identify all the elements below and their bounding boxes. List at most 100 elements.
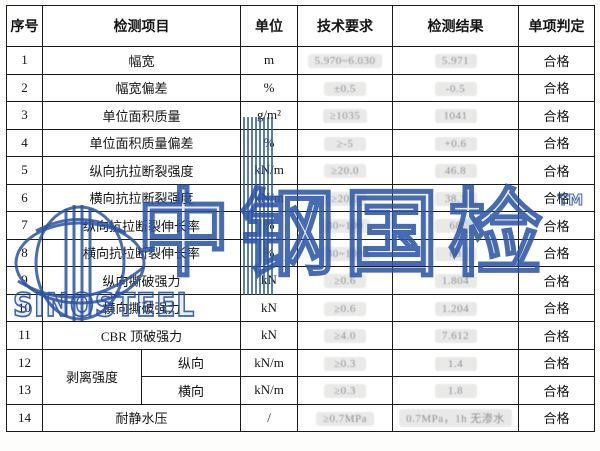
- cell-item: 单位面积质量偏差: [42, 128, 241, 157]
- cell-judgment: 合格: [518, 128, 595, 157]
- cell-requirement: ≥20.0: [297, 156, 393, 185]
- table-row: 10 横向撕破强力 kN ≥0.6 1.204 合格: [6, 293, 595, 322]
- cell-result: 1.8: [392, 376, 519, 405]
- blurred-value: 30~100: [319, 246, 371, 261]
- cell-unit: kN: [240, 266, 298, 295]
- cell-no: 3: [6, 101, 43, 130]
- blurred-value: ≥4.0: [324, 329, 366, 344]
- blurred-value: ≥0.3: [324, 384, 366, 399]
- cell-judgment: 合格: [518, 73, 595, 102]
- blurred-value: 5.971: [434, 54, 477, 69]
- cell-judgment: 合格: [518, 376, 595, 405]
- cell-unit: %: [240, 128, 298, 157]
- table-row: 7 纵向抗拉断裂伸长率 % 30~100 68 合格: [6, 211, 595, 240]
- header-item: 检测项目: [42, 5, 241, 47]
- blurred-value: 30~100: [319, 219, 371, 234]
- cell-unit: kN/m: [240, 183, 298, 212]
- cell-result: 68: [392, 238, 519, 267]
- cell-requirement: ≥-5: [297, 128, 393, 157]
- cell-unit: kN/m: [240, 156, 298, 185]
- cell-no: 11: [6, 321, 43, 350]
- header-requirement: 技术要求: [297, 5, 393, 47]
- cell-item: 单位面积质量: [42, 101, 241, 130]
- table-row: 8 横向抗拉断裂伸长率 % 30~100 68 合格: [6, 238, 595, 267]
- cell-item-sub: 横向: [141, 376, 241, 405]
- cell-result: 38.1: [392, 183, 519, 212]
- table-body: 1 幅宽 m 5.970~6.030 5.971 合格 2 幅宽偏差 % ±0.…: [6, 46, 595, 432]
- cell-result: 68: [392, 211, 519, 240]
- cell-result: -0.5: [392, 73, 519, 102]
- cell-result: 7.612: [392, 321, 519, 350]
- blurred-value: +0.6: [434, 136, 477, 151]
- cell-requirement: ≥20.0: [297, 183, 393, 212]
- blurred-value: 38.1: [434, 191, 477, 206]
- blurred-value: 0.7MPa，1h 无渗水: [399, 408, 512, 427]
- cell-judgment: 合格: [518, 101, 595, 130]
- cell-result: 1.804: [392, 266, 519, 295]
- table-row: 12 剥离强度 纵向 kN/m ≥0.3 1.4 合格: [6, 348, 595, 405]
- blurred-value: ±0.5: [324, 81, 366, 96]
- table-row: 9 纵向撕破强力 kN ≥0.6 1.804 合格: [6, 266, 595, 295]
- cell-no: 13: [6, 376, 43, 405]
- cell-no: 1: [6, 46, 43, 75]
- header-judgment: 单项判定: [518, 5, 595, 47]
- blurred-value: 1041: [434, 109, 477, 124]
- blurred-value: 7.612: [434, 329, 477, 344]
- cell-item-group: 剥离强度: [42, 348, 142, 405]
- blurred-value: 46.8: [434, 164, 477, 179]
- blurred-value: ≥1035: [322, 109, 368, 124]
- cell-no: 10: [6, 293, 43, 322]
- table-header: 序号 检测项目 单位 技术要求 检测结果 单项判定: [6, 5, 595, 47]
- cell-no: 9: [6, 266, 43, 295]
- blurred-value: ≥20.0: [324, 164, 366, 179]
- blurred-value: ≥20.0: [324, 191, 366, 206]
- cell-requirement: ≥4.0: [297, 321, 393, 350]
- cell-result: 46.8: [392, 156, 519, 185]
- cell-item: 耐静水压: [42, 403, 241, 432]
- cell-result: 1.204: [392, 293, 519, 322]
- cell-unit: kN: [240, 321, 298, 350]
- cell-judgment: 合格: [518, 403, 595, 432]
- cell-no: 6: [6, 183, 43, 212]
- blurred-value: 1.8: [434, 384, 477, 399]
- blurred-value: 1.4: [434, 356, 477, 371]
- cell-item: 幅宽: [42, 46, 241, 75]
- cell-unit: /: [240, 403, 298, 432]
- cell-judgment: 合格: [518, 293, 595, 322]
- blurred-value: -0.5: [434, 81, 477, 96]
- cell-judgment: 合格: [518, 183, 595, 212]
- table-row: 5 纵向抗拉断裂强度 kN/m ≥20.0 46.8 合格: [6, 156, 595, 185]
- blurred-value: ≥0.7MPa: [315, 411, 375, 426]
- header-no: 序号: [6, 5, 43, 47]
- cell-requirement: ≥0.3: [297, 376, 393, 405]
- table-row: 4 单位面积质量偏差 % ≥-5 +0.6 合格: [6, 128, 595, 157]
- cell-item: 幅宽偏差: [42, 73, 241, 102]
- cell-no: 5: [6, 156, 43, 185]
- cell-requirement: ±0.5: [297, 73, 393, 102]
- cell-result: 1041: [392, 101, 519, 130]
- cell-result: +0.6: [392, 128, 519, 157]
- cell-judgment: 合格: [518, 266, 595, 295]
- cell-item: CBR 顶破强力: [42, 321, 241, 350]
- cell-result: 0.7MPa，1h 无渗水: [392, 403, 519, 432]
- cell-no: 4: [6, 128, 43, 157]
- cell-unit: kN/m: [240, 348, 298, 377]
- cell-no: 14: [6, 403, 43, 432]
- cell-requirement: ≥0.7MPa: [297, 403, 393, 432]
- cell-no: 8: [6, 238, 43, 267]
- cell-item: 纵向抗拉断裂强度: [42, 156, 241, 185]
- cell-judgment: 合格: [518, 211, 595, 240]
- blurred-value: 5.970~6.030: [307, 54, 383, 69]
- blurred-value: ≥-5: [324, 136, 366, 151]
- header-result: 检测结果: [392, 5, 519, 47]
- table-row: 6 横向抗拉断裂强度 kN/m ≥20.0 38.1 合格: [6, 183, 595, 212]
- cell-requirement: ≥0.6: [297, 266, 393, 295]
- cell-unit: %: [240, 211, 298, 240]
- cell-item: 纵向撕破强力: [42, 266, 241, 295]
- table-row: 14 耐静水压 / ≥0.7MPa 0.7MPa，1h 无渗水 合格: [6, 403, 595, 432]
- cell-item-sub: 纵向: [141, 348, 241, 377]
- blurred-value: 1.804: [434, 274, 477, 289]
- blurred-value: 68: [434, 219, 477, 234]
- cell-result: 1.4: [392, 348, 519, 377]
- table-row: 2 幅宽偏差 % ±0.5 -0.5 合格: [6, 73, 595, 102]
